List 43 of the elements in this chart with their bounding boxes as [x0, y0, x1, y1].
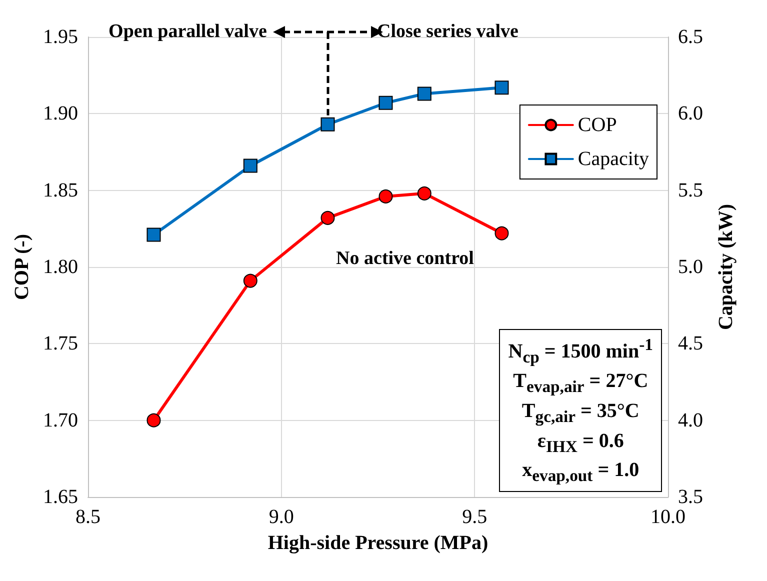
point: [320, 117, 335, 132]
y2-tick-label: 5.0: [678, 256, 703, 278]
annotation: Close series valve: [376, 20, 520, 44]
annotation: No active control: [335, 247, 475, 271]
y-tick-label: 1.75: [43, 332, 78, 355]
y-tick-label: 1.85: [43, 179, 78, 202]
point: [417, 86, 432, 101]
x-tick-label: 8.5: [76, 506, 100, 528]
point: [378, 189, 393, 204]
annotation: x$_{evap,out}$ = 1.0: [522, 459, 640, 486]
point: [378, 96, 393, 110]
y2-axis-title: Capacity (kW): [715, 204, 737, 330]
point: [417, 186, 432, 200]
point: [320, 210, 335, 225]
x-tick-label: 9.0: [268, 506, 294, 528]
y2-tick-label: 3.5: [678, 486, 703, 508]
y-tick-label: 1.95: [43, 26, 78, 48]
annotation: ε$_{IHX}$ = 0.6: [537, 430, 624, 456]
point: [243, 274, 258, 288]
x-tick-label: 10.0: [650, 506, 686, 528]
x-axis-title: High-side Pressure (MPa): [268, 532, 488, 554]
point: [146, 413, 161, 428]
point: [494, 80, 509, 95]
x-tick-label: 9.5: [462, 506, 488, 528]
point: [146, 228, 161, 242]
y2-tick-label: 6.0: [678, 102, 703, 125]
annotation: Open parallel valve: [108, 20, 268, 44]
y2-tick-label: 4.5: [678, 332, 703, 355]
y-tick-label: 1.70: [43, 409, 78, 432]
y-tick-label: 1.90: [43, 102, 78, 125]
point: [243, 158, 258, 173]
y2-tick-label: 4.0: [678, 409, 703, 432]
legend-label: Capacity: [578, 148, 650, 170]
annotation: T$_{gc,air}$ = 35°C: [522, 400, 640, 426]
y-axis-title: COP (-): [11, 234, 34, 300]
legend-label: COP: [578, 114, 617, 136]
annotation: T$_{evap,air}$ = 27°C: [513, 370, 648, 396]
y2-tick-label: 6.5: [678, 26, 703, 48]
y-tick-label: 1.80: [43, 256, 78, 278]
y2-tick-label: 5.5: [678, 179, 703, 202]
y-tick-label: 1.65: [43, 486, 78, 508]
point: [494, 226, 509, 240]
annotation: N$_{cp}$ = 1500 min$^{-1}$: [508, 334, 653, 367]
